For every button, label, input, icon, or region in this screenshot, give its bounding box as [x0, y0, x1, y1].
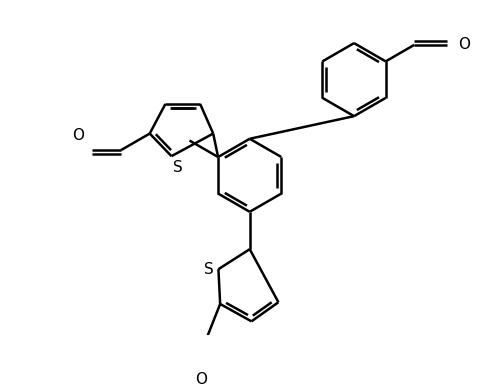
Text: S: S [204, 262, 214, 277]
Text: O: O [458, 37, 470, 52]
Text: O: O [195, 372, 207, 384]
Text: S: S [173, 160, 183, 175]
Text: O: O [72, 128, 84, 143]
